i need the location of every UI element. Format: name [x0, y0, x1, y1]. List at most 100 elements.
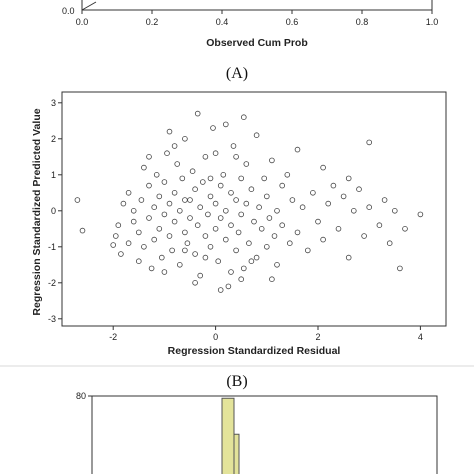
scatter-point	[356, 186, 362, 193]
scatter-point	[184, 240, 191, 247]
scatter-x-axis-title: Regression Standardized Residual	[168, 345, 341, 357]
scatter-point	[386, 240, 393, 247]
scatter-point	[269, 157, 275, 164]
scatter-axis-ticks: -2 0 2 4 -3 -2 -1 0 1 2 3	[48, 98, 423, 342]
scatter-point	[79, 227, 86, 234]
scatter-point	[74, 197, 81, 203]
scatter-point	[217, 287, 224, 293]
scatter-point	[202, 233, 209, 239]
histogram-marks: 80	[76, 391, 240, 474]
scatter-point	[325, 200, 332, 207]
scatter-point	[171, 190, 178, 196]
scatter-point	[248, 186, 255, 193]
scatter-point	[136, 258, 142, 265]
scatter-point	[192, 279, 198, 286]
scatter-point	[125, 240, 132, 247]
pp-plot-marks	[81, 1, 97, 11]
scatter-point	[171, 218, 178, 225]
scatter-point	[161, 179, 168, 185]
scatter-point	[261, 175, 268, 182]
scatter-point	[251, 218, 257, 225]
scatter-point	[212, 200, 219, 207]
scatter-point	[381, 197, 388, 203]
scatter-point	[320, 164, 326, 171]
histogram-y-tick-label: 80	[76, 391, 86, 401]
scatter-point	[207, 244, 214, 250]
scatter-point	[294, 229, 301, 236]
scatter-point	[391, 208, 398, 214]
scatter-point	[189, 168, 196, 175]
histogram-bar	[221, 397, 235, 474]
scatter-point	[166, 233, 173, 239]
scatter-point	[212, 226, 219, 232]
scatter-point	[192, 186, 198, 193]
scatter-point	[187, 215, 193, 221]
scatter-point	[223, 121, 229, 128]
scatter-point	[151, 236, 158, 243]
scatter-point	[113, 233, 119, 239]
pp-y-tick-0: 0.0	[62, 6, 75, 16]
scatter-point	[200, 179, 206, 185]
scatter-point	[125, 190, 132, 196]
scatter-point	[225, 283, 232, 290]
scatter-point	[361, 233, 367, 239]
scatter-points	[74, 110, 424, 293]
scatter-point	[146, 154, 152, 160]
histogram-plot-area	[91, 395, 438, 474]
scatter-point	[228, 190, 234, 196]
scatter-point	[223, 208, 229, 214]
scatter-point	[220, 172, 227, 178]
scatter-point	[230, 143, 237, 149]
pp-x-tick-label: 0.2	[146, 17, 159, 27]
scatter-point	[284, 172, 291, 178]
scatter-point	[266, 215, 273, 221]
scatter-point	[217, 182, 224, 189]
scatter-point	[171, 143, 178, 149]
scatter-point	[148, 265, 155, 272]
scatter-y-tick-label: -2	[48, 278, 56, 288]
scatter-point	[130, 218, 137, 225]
pp-series-line	[81, 1, 97, 11]
scatter-point	[269, 276, 275, 283]
scatter-point	[238, 211, 245, 218]
scatter-point	[258, 226, 265, 232]
scatter-point	[212, 150, 219, 157]
scatter-point	[182, 247, 188, 254]
scatter-point	[294, 146, 301, 153]
scatter-point	[146, 215, 152, 221]
scatter-point	[233, 247, 239, 254]
scatter-point	[289, 197, 296, 203]
scatter-point	[207, 193, 214, 200]
scatter-point	[161, 211, 168, 218]
scatter-point	[217, 215, 224, 221]
scatter-point	[210, 125, 216, 131]
scatter-point	[141, 244, 147, 250]
scatter-point	[248, 258, 255, 265]
scatter-point	[110, 242, 116, 248]
scatter-point	[238, 276, 245, 283]
scatter-point	[156, 193, 163, 200]
scatter-point	[345, 254, 352, 261]
scatter-y-tick-label: 2	[51, 134, 56, 144]
scatter-point	[192, 251, 198, 257]
scatter-point	[115, 222, 122, 229]
scatter-point	[164, 150, 170, 157]
scatter-point	[177, 208, 183, 214]
scatter-point	[156, 226, 163, 232]
scatter-point	[120, 200, 127, 207]
scatter-point	[299, 204, 306, 211]
scatter-point	[345, 175, 352, 182]
scatter-point	[205, 211, 211, 218]
scatter-point	[417, 211, 424, 218]
scatter-point	[228, 269, 234, 275]
panel-label-a: (A)	[226, 65, 248, 82]
panel-c: 80	[76, 391, 438, 474]
scatter-point	[118, 251, 124, 257]
scatter-point	[320, 236, 326, 243]
scatter-point	[174, 161, 181, 167]
pp-x-tick-label: 0.6	[286, 17, 299, 27]
scatter-x-tick-label: 0	[213, 332, 218, 342]
pp-x-tick-label: 1.0	[426, 17, 439, 27]
scatter-point	[130, 208, 137, 214]
scatter-point	[366, 204, 373, 211]
